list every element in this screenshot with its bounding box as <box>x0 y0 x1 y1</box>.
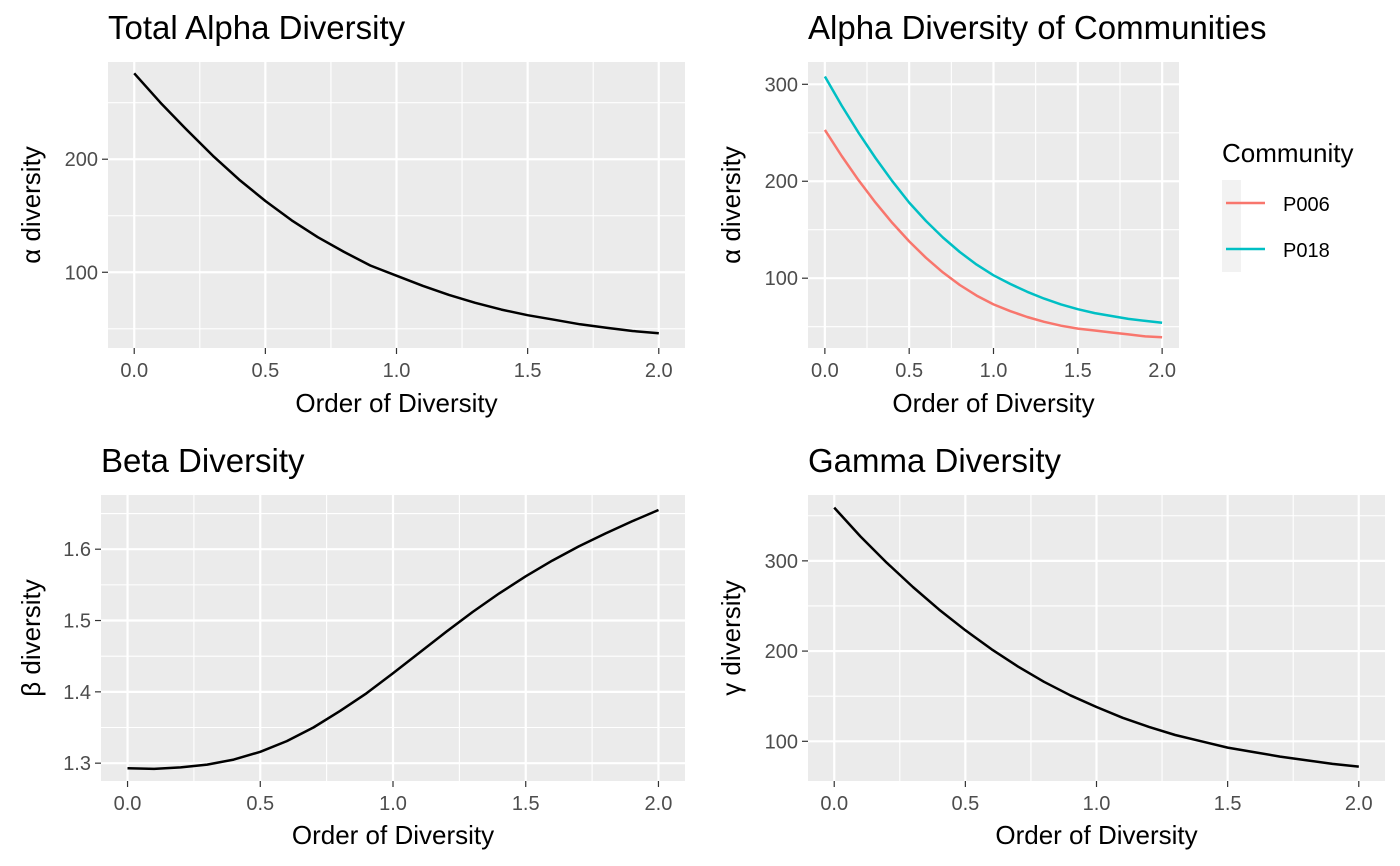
x-tick-label: 0.0 <box>114 793 142 815</box>
x-axis-label: Order of Diversity <box>995 820 1197 850</box>
y-tick-label: 300 <box>765 74 798 96</box>
x-tick-label: 2.0 <box>1148 360 1176 382</box>
y-axis-label: β diversity <box>16 579 46 697</box>
x-tick-label: 2.0 <box>645 360 673 382</box>
chart-title: Gamma Diversity <box>808 442 1062 479</box>
y-tick-label: 300 <box>765 551 798 573</box>
x-tick-label: 1.0 <box>379 793 407 815</box>
x-tick-label: 0.0 <box>120 360 148 382</box>
x-tick-label: 1.5 <box>1064 360 1092 382</box>
x-tick-label: 0.5 <box>251 360 279 382</box>
x-tick-label: 2.0 <box>645 793 673 815</box>
x-tick-label: 0.0 <box>820 793 848 815</box>
y-axis-label: α diversity <box>716 146 746 264</box>
y-axis-label: α diversity <box>16 146 46 264</box>
x-tick-label: 2.0 <box>1345 793 1373 815</box>
legend-label-p006: P006 <box>1283 194 1330 216</box>
chart-title: Beta Diversity <box>101 442 305 479</box>
y-axis-label: γ diversity <box>716 580 746 696</box>
x-tick-label: 0.5 <box>951 793 979 815</box>
y-tick-label: 1.3 <box>63 753 91 775</box>
panel-beta-diversity: 0.0 0.5 1.0 1.5 2.0 1.3 1.4 1.5 1.6 Beta Diversit… <box>16 442 685 850</box>
y-tick-label: 100 <box>765 731 798 753</box>
x-tick-label: 0.0 <box>811 360 839 382</box>
y-tick-label: 1.6 <box>63 539 91 561</box>
x-tick-label: 0.5 <box>895 360 923 382</box>
x-tick-label: 1.5 <box>1214 793 1242 815</box>
y-tick-label: 100 <box>65 262 98 284</box>
legend-title: Community <box>1222 138 1353 168</box>
x-axis-label: Order of Diversity <box>292 820 494 850</box>
x-tick-label: 1.0 <box>1083 793 1111 815</box>
x-axis-label: Order of Diversity <box>892 388 1094 418</box>
legend: Community P006 P018 <box>1222 138 1353 272</box>
series-line-p018 <box>823 75 1163 325</box>
legend-item-p006: P006 <box>1226 194 1330 216</box>
y-tick-label: 200 <box>65 149 98 171</box>
x-tick-label: 1.0 <box>383 360 411 382</box>
panel-total-alpha-diversity: 0.0 0.5 1.0 1.5 2.0 100 200 Total Alpha Diversi… <box>16 9 685 418</box>
y-tick-label: 100 <box>765 268 798 290</box>
x-tick-label: 0.5 <box>246 793 274 815</box>
series-line-0 <box>133 72 659 335</box>
series-line-0 <box>127 508 659 771</box>
legend-item-p018: P018 <box>1226 240 1330 262</box>
legend-background <box>1222 180 1241 272</box>
panel-alpha-diversity-of-communities: 0.0 0.5 1.0 1.5 2.0 100 200 300 Alpha Diversity … <box>716 9 1267 418</box>
y-tick-label: 1.4 <box>63 682 91 704</box>
y-tick-label: 200 <box>765 171 798 193</box>
y-tick-label: 1.5 <box>63 611 91 633</box>
chart-title: Alpha Diversity of Communities <box>808 9 1267 46</box>
x-axis-label: Order of Diversity <box>295 388 497 418</box>
series-line-0 <box>833 506 1359 768</box>
x-tick-label: 1.5 <box>514 360 542 382</box>
chart-title: Total Alpha Diversity <box>108 9 406 46</box>
legend-label-p018: P018 <box>1283 240 1330 262</box>
panel-gamma-diversity: 0.0 0.5 1.0 1.5 2.0 100 200 300 Gamma Diversity O… <box>716 442 1385 850</box>
x-tick-label: 1.5 <box>512 793 540 815</box>
x-tick-label: 1.0 <box>980 360 1008 382</box>
series-line-p006 <box>823 129 1163 339</box>
y-tick-label: 200 <box>765 641 798 663</box>
